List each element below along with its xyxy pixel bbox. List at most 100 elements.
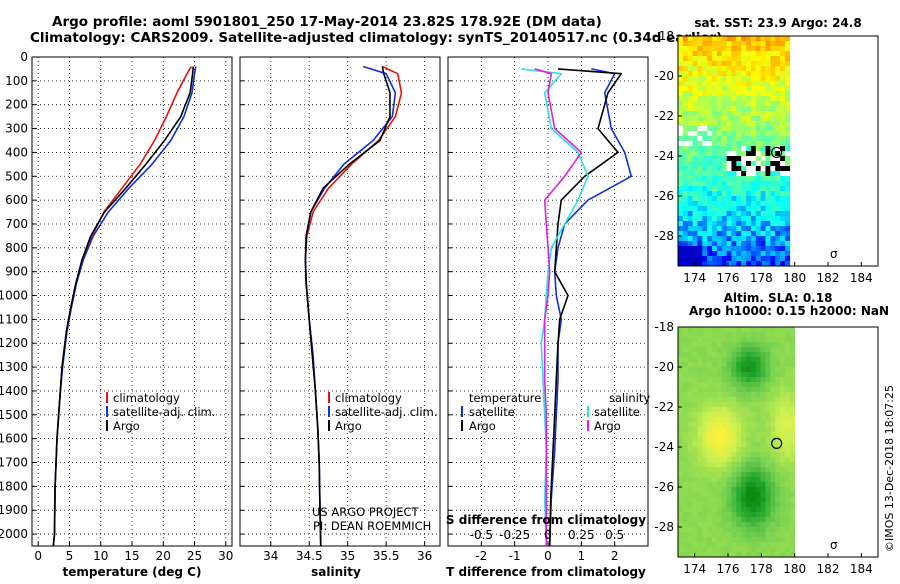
sla-map-cell <box>707 522 713 528</box>
sla-map-cell <box>784 372 791 378</box>
sla-map-cell <box>765 382 771 388</box>
sla-map-cell <box>780 512 786 518</box>
sla-map-cell <box>731 467 737 473</box>
sst-map-cell <box>702 91 708 97</box>
sla-map-cell <box>697 377 703 383</box>
sla-map-cell <box>789 332 795 338</box>
sla-map-cell <box>755 532 761 538</box>
sla-map-cell <box>721 487 727 493</box>
sla-map-cell <box>750 537 757 543</box>
sst-map-cell <box>741 111 747 117</box>
sst-map-cell <box>770 181 776 187</box>
sla-map-cell <box>702 437 708 443</box>
sla-map-cell <box>780 542 786 548</box>
sst-map-cell <box>760 256 766 262</box>
sla-map-cell <box>789 352 795 358</box>
sla-map-cell <box>721 467 727 473</box>
sst-map-cell <box>750 216 757 222</box>
sst-map-cell <box>692 106 698 112</box>
sst-map-cell <box>707 116 713 122</box>
sla-map-cell <box>692 462 698 468</box>
sla-map-cell <box>726 397 732 403</box>
difference-xtick-label: 1 <box>578 549 586 563</box>
sla-map-cell <box>755 472 761 478</box>
sst-map-cell <box>736 256 742 262</box>
sst-map-cell <box>697 141 703 147</box>
sla-map-cell <box>712 337 718 343</box>
sst-map-cell <box>765 226 771 232</box>
sla-map-title: Altim. SLA: 0.18 <box>724 291 833 305</box>
sla-map-cell <box>775 367 781 373</box>
sst-map-cell <box>707 81 713 87</box>
sst-map-cell <box>678 201 684 207</box>
sla-map-cell <box>712 387 718 393</box>
sst-map-cell <box>750 101 757 107</box>
sla-map-cell <box>716 412 723 418</box>
sst-map-cell <box>760 81 766 87</box>
sst-map-cell <box>678 81 684 87</box>
sla-map-cell <box>726 382 732 388</box>
sst-map-cell <box>736 121 742 127</box>
sla-map-cell <box>716 467 723 473</box>
sst-map-cell <box>775 161 781 167</box>
sst-map-cell <box>682 221 689 227</box>
sla-map-cell <box>712 377 718 383</box>
sst-map-cell <box>682 101 689 107</box>
sla-map-cell <box>716 487 723 493</box>
sst-map-cell <box>702 71 708 77</box>
sla-map-cell <box>770 482 776 488</box>
sla-map-cell <box>697 452 703 458</box>
sla-map-cell <box>765 367 771 373</box>
sla-map-cell <box>741 392 747 398</box>
sla-map-cell <box>721 382 727 388</box>
sla-map-cell <box>770 487 776 493</box>
sla-map-cell <box>678 442 684 448</box>
sla-map-cell <box>775 437 781 443</box>
sla-map-cell <box>736 332 742 338</box>
sla-map-cell <box>678 397 684 403</box>
sst-map-cell <box>736 226 742 232</box>
sst-map-cell <box>687 196 693 202</box>
sla-map-cell <box>716 447 723 453</box>
sla-map-cell <box>741 432 747 438</box>
sst-map-cell <box>707 121 713 127</box>
sst-map-cell <box>692 66 698 72</box>
sla-map-cell <box>775 407 781 413</box>
sla-map-cell <box>755 407 761 413</box>
sst-map-cell <box>746 246 752 252</box>
sst-map-cell <box>692 141 698 147</box>
sst-map-cell <box>726 66 732 72</box>
sst-map-cell <box>697 116 703 122</box>
sla-map-cell <box>760 362 766 368</box>
sst-map-cell <box>755 41 761 47</box>
sst-map-cell <box>721 171 727 177</box>
sla-map-cell <box>750 477 757 483</box>
sst-map-cell <box>780 201 786 207</box>
sst-map-cell <box>702 116 708 122</box>
sst-map-cell <box>755 136 761 142</box>
sst-map-cell <box>687 156 693 162</box>
sst-map-cell <box>678 206 684 212</box>
sla-map-cell <box>712 507 718 513</box>
sst-map-cell <box>716 176 723 182</box>
sst-map-cell <box>736 51 742 57</box>
sla-map-cell <box>760 552 766 558</box>
sla-map-cell <box>702 337 708 343</box>
sla-map-cell <box>784 432 791 438</box>
sla-map-cell <box>678 352 684 358</box>
sst-map-cell <box>750 156 757 162</box>
sst-map-cell <box>736 221 742 227</box>
sst-map-cell <box>736 186 742 192</box>
sst-map-cell <box>687 41 693 47</box>
sla-map-cell <box>726 422 732 428</box>
sst-map-cell <box>707 161 713 167</box>
sla-map-cell <box>678 387 684 393</box>
sst-map-cell <box>736 111 742 117</box>
sst-map-cell <box>721 71 727 77</box>
sla-map-cell <box>784 417 791 423</box>
sst-map-cell <box>726 86 732 92</box>
sst-map-cell <box>692 91 698 97</box>
sla-map-cell <box>760 347 766 353</box>
sst-map-cell <box>702 236 708 242</box>
sst-map-cell <box>750 71 757 77</box>
